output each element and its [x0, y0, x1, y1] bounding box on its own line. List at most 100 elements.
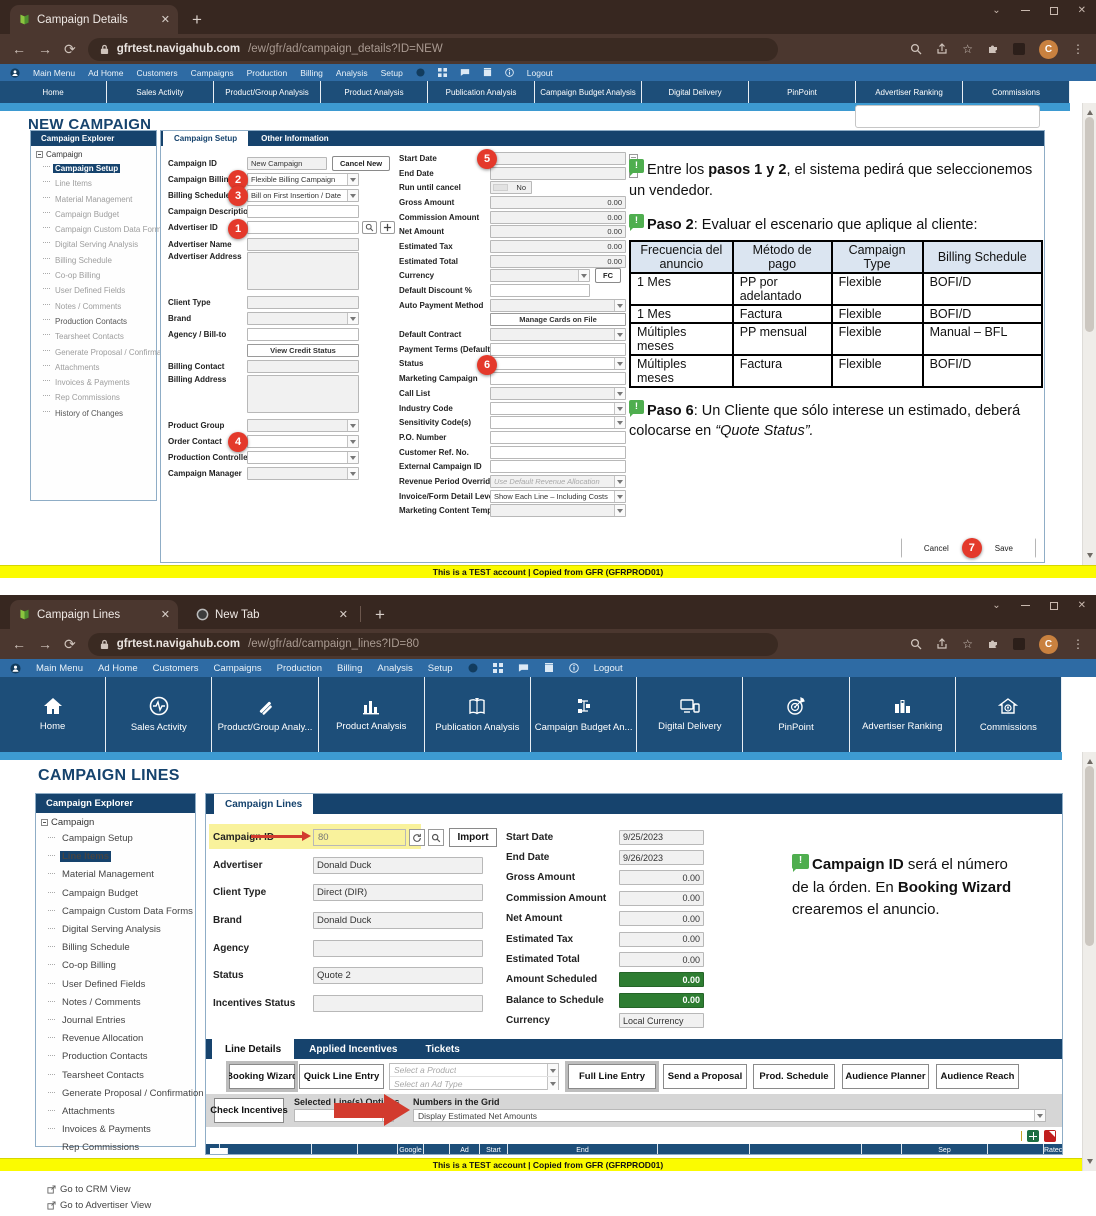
form-field[interactable]: 0.00	[619, 931, 704, 947]
reload-icon[interactable]: ⟳	[64, 636, 76, 652]
sidebar-item[interactable]: Generate Proposal / Confirmation	[36, 344, 174, 359]
bookmark-star-icon[interactable]: ☆	[962, 637, 973, 651]
menu-item[interactable]: Setup	[427, 662, 453, 674]
form-field[interactable]: 0.00	[490, 239, 626, 253]
dropdown-arrow-icon[interactable]	[614, 417, 625, 429]
forward-icon[interactable]: →	[38, 41, 52, 57]
nav-item[interactable]: Advertiser Ranking	[856, 81, 963, 103]
refresh-lookup-button[interactable]	[409, 829, 425, 847]
dropdown-arrow-icon[interactable]	[347, 312, 358, 324]
apps-grid-icon[interactable]	[492, 663, 503, 673]
form-field[interactable]	[490, 445, 626, 459]
form-field[interactable]: 0.00	[619, 890, 704, 906]
back-icon[interactable]: ←	[12, 636, 26, 652]
maximize-icon[interactable]	[1049, 601, 1058, 610]
sidebar-item[interactable]: Campaign Budget	[36, 206, 154, 221]
sidebar-item[interactable]: User Defined Fields	[36, 282, 154, 297]
sidebar-item[interactable]: Production Contacts	[41, 1047, 193, 1065]
menu-chevron-icon[interactable]: ⌄	[992, 600, 1001, 611]
line-tab[interactable]: Line Details	[212, 1039, 295, 1059]
form-field[interactable]: 0.00	[490, 225, 626, 239]
form-field[interactable]: 0.00	[490, 210, 626, 224]
profile-icon[interactable]	[1013, 638, 1025, 650]
grid-column-header[interactable]	[988, 1144, 1044, 1154]
extensions-icon[interactable]	[987, 43, 999, 55]
sidebar-item[interactable]: Journal Entries	[41, 1011, 193, 1029]
form-field[interactable]: Manage Cards on File	[490, 313, 626, 327]
bookmark-star-icon[interactable]: ☆	[962, 42, 973, 56]
numbers-in-grid-dropdown[interactable]: Display Estimated Net Amounts	[413, 1109, 1046, 1122]
nav-item[interactable]: Digital Delivery	[642, 81, 749, 103]
grid-column-header[interactable]: Start	[480, 1144, 508, 1154]
sidebar-item[interactable]: Campaign Budget	[41, 884, 193, 902]
field-button[interactable]: FC	[595, 268, 621, 284]
close-icon[interactable]: ✕	[1077, 600, 1086, 611]
badge-icon[interactable]	[416, 68, 425, 77]
dropdown-arrow-icon[interactable]	[614, 387, 625, 399]
logout-item[interactable]: Logout	[593, 662, 623, 674]
grid-column-header[interactable]	[220, 1144, 312, 1154]
dropdown-arrow-icon[interactable]	[347, 452, 358, 464]
grid-column-header[interactable]: Sep	[902, 1144, 988, 1154]
form-field[interactable]: 0.00	[490, 195, 626, 209]
dropdown-arrow-icon[interactable]	[614, 402, 625, 414]
sidebar-item[interactable]: Notes / Comments	[36, 298, 154, 313]
sidebar-item[interactable]: Tearsheet Contacts	[41, 1066, 193, 1084]
nav-item[interactable]: Sales Activity	[107, 81, 214, 103]
form-field[interactable]: 0.00	[619, 870, 704, 886]
menu-item[interactable]: Billing	[337, 662, 363, 674]
dropdown-arrow-icon[interactable]	[614, 505, 625, 517]
scroll-up-icon[interactable]	[1087, 756, 1093, 764]
external-view-link[interactable]: Go to Advertiser View	[47, 1198, 193, 1214]
zoom-icon[interactable]	[910, 638, 922, 650]
form-field[interactable]	[490, 151, 638, 165]
dropdown-arrow-icon[interactable]	[347, 435, 358, 447]
menu-item[interactable]: Setup	[380, 67, 403, 78]
form-field[interactable]	[490, 386, 626, 400]
form-field[interactable]	[247, 252, 359, 291]
nav-item[interactable]: Campaign Budget Analysis	[535, 81, 642, 103]
user-icon[interactable]	[10, 662, 21, 674]
package-icon[interactable]	[483, 68, 492, 77]
sidebar-item[interactable]: Co-op Billing	[41, 956, 193, 974]
check-incentives-button[interactable]: Check Incentives	[210, 1098, 288, 1123]
form-field[interactable]	[490, 416, 626, 430]
browser-tab-new-tab[interactable]: New Tab ✕	[188, 600, 356, 629]
line-tab[interactable]: Tickets	[425, 1043, 460, 1055]
extensions-icon[interactable]	[987, 638, 999, 650]
form-field[interactable]	[247, 205, 359, 219]
sidebar-item[interactable]: Campaign Setup	[36, 160, 154, 175]
audience-reach-button[interactable]: Audience Reach	[936, 1064, 1019, 1089]
nav-item-home[interactable]: Home	[0, 677, 107, 752]
scroll-down-icon[interactable]	[1087, 553, 1093, 561]
badge-icon[interactable]	[468, 663, 478, 673]
dropdown-arrow-icon[interactable]	[578, 270, 589, 282]
tab-campaign-setup[interactable]: Campaign Setup	[163, 131, 249, 146]
form-field[interactable]: Flexible Billing Campaign	[247, 172, 359, 186]
form-field[interactable]	[490, 401, 626, 415]
nav-item[interactable]: PinPoint	[749, 81, 856, 103]
tab-close-icon[interactable]: ✕	[160, 14, 170, 26]
maximize-icon[interactable]	[1049, 6, 1058, 15]
campaign-id-field[interactable]: 80	[313, 829, 406, 847]
form-field[interactable]: Bill on First Insertion / Date	[247, 188, 359, 202]
dropdown-arrow-icon[interactable]	[347, 173, 358, 185]
nav-item-product-group[interactable]: Product/Group Analy...	[212, 677, 319, 752]
sidebar-item[interactable]: Material Management	[36, 191, 154, 206]
sidebar-item[interactable]: Invoices & Payments	[36, 374, 154, 389]
form-field[interactable]	[490, 342, 626, 356]
nav-item-digital-delivery[interactable]: Digital Delivery	[637, 677, 744, 752]
form-field[interactable]	[247, 434, 359, 448]
minimize-icon[interactable]	[1020, 10, 1030, 11]
menu-item[interactable]: Main Menu	[33, 67, 76, 78]
scroll-down-icon[interactable]	[1087, 1159, 1093, 1167]
line-tab[interactable]: Applied Incentives	[309, 1043, 398, 1055]
sidebar-item[interactable]: Attachments	[41, 1102, 193, 1120]
form-field[interactable]	[247, 418, 359, 432]
grid-column-header[interactable]	[658, 1144, 750, 1154]
sidebar-item[interactable]: Tearsheet Contacts	[36, 328, 154, 343]
grid-column-header[interactable]	[750, 1144, 862, 1154]
sidebar-item[interactable]: Co-op Billing	[36, 267, 154, 282]
profile-icon[interactable]	[1013, 43, 1025, 55]
field-button[interactable]: Cancel New	[332, 155, 391, 171]
